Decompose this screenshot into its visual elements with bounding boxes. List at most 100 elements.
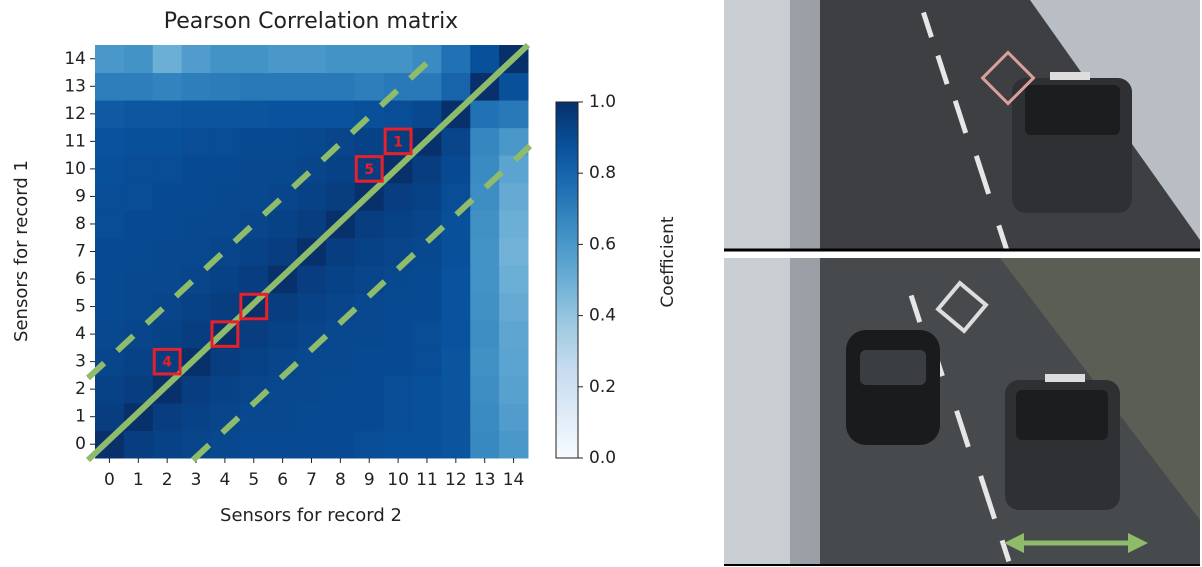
heatmap-cell — [470, 210, 499, 238]
colorbar-tick-label: 0.6 — [589, 234, 616, 254]
heatmap-cell — [499, 210, 528, 238]
heatmap-cell — [153, 45, 182, 73]
heatmap-cell — [441, 293, 470, 321]
heatmap-cell — [182, 238, 211, 266]
heatmap-cell — [124, 100, 153, 128]
heatmap-cell — [297, 210, 326, 238]
heatmap-cell — [153, 128, 182, 156]
heatmap-cell — [441, 320, 470, 348]
heatmap-cell — [268, 128, 297, 156]
y-tick-label: 11 — [64, 131, 86, 151]
colorbar-tick-label: 0.2 — [589, 377, 616, 397]
heatmap-cell — [124, 293, 153, 321]
heatmap-cell — [441, 375, 470, 403]
heatmap-cell — [239, 430, 268, 458]
heatmap-cell — [355, 210, 384, 238]
heatmap-cell — [326, 155, 355, 183]
x-tick-label: 2 — [162, 470, 173, 490]
heatmap-cell — [355, 430, 384, 458]
heatmap-cell — [441, 403, 470, 431]
heatmap-cell — [153, 100, 182, 128]
heatmap-cell — [124, 45, 153, 73]
heatmap-cell — [153, 155, 182, 183]
heatmap-cell — [355, 375, 384, 403]
heatmap-cell — [441, 265, 470, 293]
heatmap-cell — [210, 348, 239, 376]
heatmap-cell — [95, 183, 124, 211]
heatmap-cell — [297, 45, 326, 73]
heatmap-cell — [470, 100, 499, 128]
heatmap-cell — [499, 155, 528, 183]
heatmap-cell — [95, 73, 124, 101]
heatmap-cell — [384, 348, 413, 376]
heatmap-cell — [297, 403, 326, 431]
x-tick-label: 10 — [387, 470, 409, 490]
heatmap-cell — [124, 430, 153, 458]
heatmap-cell — [153, 375, 182, 403]
heatmap-cell — [95, 100, 124, 128]
figure: Pearson Correlation matrix Sensors for r… — [0, 0, 1202, 567]
heatmap-cell — [297, 183, 326, 211]
heatmap-cell — [326, 430, 355, 458]
heatmap-cell — [239, 73, 268, 101]
heatmap-cell — [297, 73, 326, 101]
heatmap-cell — [355, 45, 384, 73]
heatmap-cell — [499, 375, 528, 403]
heatmap-cell — [124, 238, 153, 266]
heatmap-cell — [470, 403, 499, 431]
x-tick-label: 14 — [503, 470, 525, 490]
colorbar-tick-label: 0.8 — [589, 163, 616, 183]
heatmap-cell — [210, 128, 239, 156]
y-tick-label: 5 — [75, 297, 86, 317]
camera-photo-bottom — [724, 258, 1200, 565]
heatmap-cell — [499, 238, 528, 266]
heatmap-cell — [470, 183, 499, 211]
heatmap-cell — [95, 238, 124, 266]
heatmap-cell — [268, 210, 297, 238]
heatmap-cell — [413, 73, 442, 101]
y-tick-label: 1 — [75, 407, 86, 427]
heatmap-cell — [268, 73, 297, 101]
heatmap-cell — [95, 210, 124, 238]
y-axis-label: Sensors for record 1 — [11, 160, 32, 342]
annotation-label: 1 — [393, 134, 403, 150]
heatmap-cell — [239, 128, 268, 156]
x-tick-label: 12 — [445, 470, 467, 490]
colorbar — [556, 102, 578, 458]
heatmap-cell — [499, 430, 528, 458]
heatmap-cell — [355, 320, 384, 348]
heatmap-cell — [441, 45, 470, 73]
heatmap-cell — [297, 375, 326, 403]
heatmap-cell — [355, 348, 384, 376]
y-tick-label: 0 — [75, 434, 86, 454]
heatmap-cell — [124, 128, 153, 156]
heatmap-cell — [384, 320, 413, 348]
chart-title: Pearson Correlation matrix — [164, 9, 458, 34]
heatmap-cell — [441, 430, 470, 458]
x-tick-label: 13 — [474, 470, 496, 490]
heatmap-cell — [124, 265, 153, 293]
heatmap-cell — [441, 238, 470, 266]
heatmap-cell — [268, 155, 297, 183]
y-tick-label: 14 — [64, 49, 86, 69]
x-tick-label: 0 — [104, 470, 115, 490]
heatmap-cell — [355, 238, 384, 266]
heatmap-cell — [499, 73, 528, 101]
heatmap-cell — [124, 155, 153, 183]
heatmap-cell — [239, 155, 268, 183]
heatmap-cell — [268, 320, 297, 348]
annotation-label: 5 — [364, 162, 374, 178]
heatmap-cell — [182, 183, 211, 211]
heatmap-cell — [210, 430, 239, 458]
heatmap-cell — [95, 155, 124, 183]
heatmap-cell — [210, 100, 239, 128]
x-tick-label: 3 — [191, 470, 202, 490]
heatmap-cell — [95, 128, 124, 156]
heatmap-cell — [470, 293, 499, 321]
heatmap-cell — [268, 293, 297, 321]
heatmap-cell — [95, 265, 124, 293]
heatmap-cell — [499, 100, 528, 128]
heatmap-cell — [326, 348, 355, 376]
annotation-label: 4 — [162, 355, 172, 371]
y-tick-label: 13 — [64, 76, 86, 96]
